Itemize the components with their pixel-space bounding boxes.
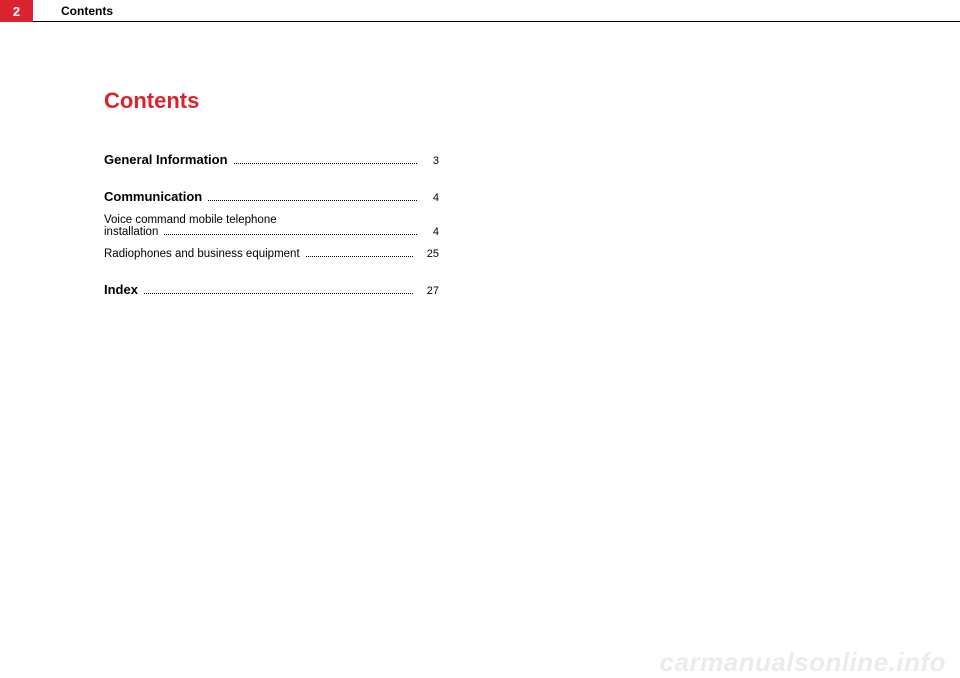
contents-heading: Contents bbox=[104, 88, 439, 114]
content-area: Contents General Information 3 Communicati… bbox=[104, 88, 439, 307]
toc-label-line2: installation bbox=[104, 226, 158, 238]
header-bar: Contents bbox=[33, 0, 960, 22]
toc-page: 4 bbox=[421, 192, 439, 204]
toc-row: Index 27 bbox=[104, 282, 439, 297]
toc-row: Voice command mobile telephoneinstallati… bbox=[104, 214, 439, 238]
toc-dots bbox=[306, 256, 413, 257]
toc-dots bbox=[144, 293, 413, 294]
toc-row: Communication 4 bbox=[104, 189, 439, 204]
toc-dots bbox=[164, 234, 417, 235]
toc-row: Radiophones and business equipment 25 bbox=[104, 248, 439, 260]
toc-dots bbox=[234, 163, 417, 164]
toc-dots bbox=[208, 200, 417, 201]
toc-label: Index bbox=[104, 282, 138, 297]
toc-page: 27 bbox=[417, 285, 439, 297]
page-number: 2 bbox=[13, 4, 20, 19]
page-number-box: 2 bbox=[0, 0, 33, 22]
toc-container: General Information3Communication4Voice … bbox=[104, 152, 439, 297]
header-title: Contents bbox=[61, 4, 113, 18]
toc-label: Radiophones and business equipment bbox=[104, 248, 300, 260]
toc-label: Communication bbox=[104, 189, 202, 204]
watermark: carmanualsonline.info bbox=[660, 647, 946, 678]
toc-label-line1: Voice command mobile telephone bbox=[104, 214, 439, 226]
toc-row: General Information 3 bbox=[104, 152, 439, 167]
toc-label: General Information bbox=[104, 152, 228, 167]
toc-page: 4 bbox=[421, 226, 439, 238]
toc-page: 25 bbox=[417, 248, 439, 260]
toc-page: 3 bbox=[421, 155, 439, 167]
